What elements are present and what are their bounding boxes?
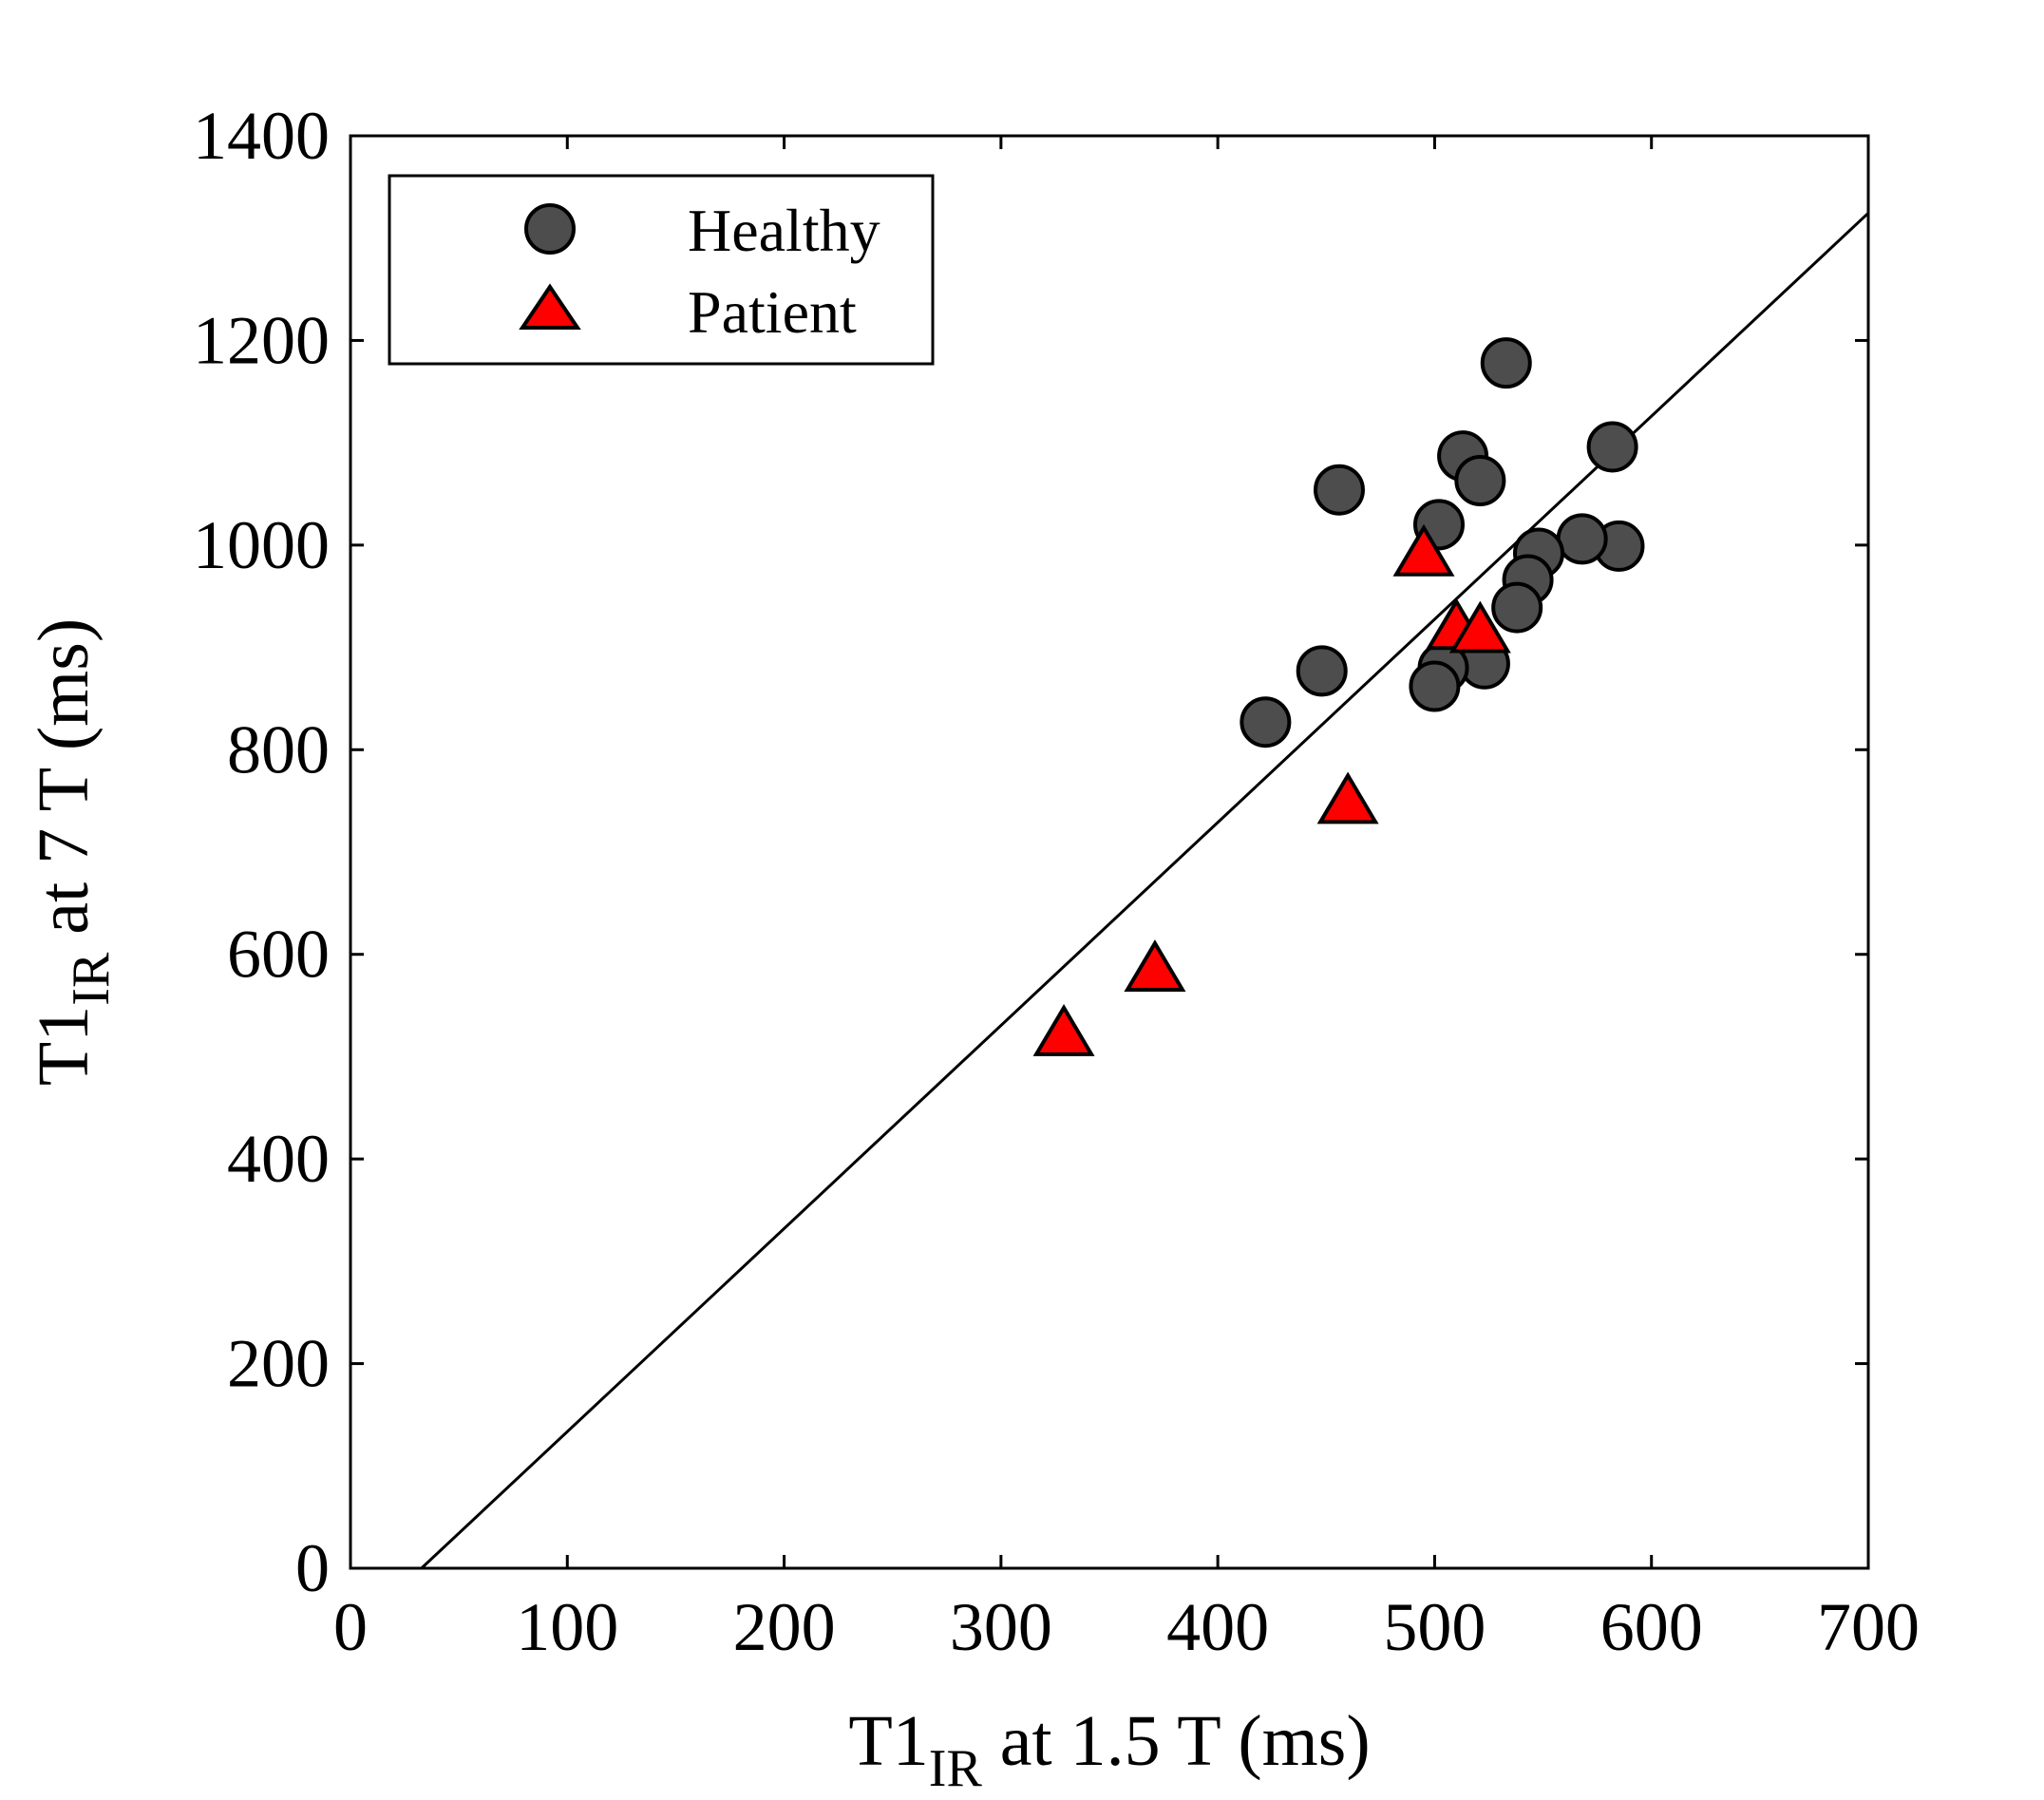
- healthy-point: [1454, 454, 1506, 506]
- y-tick-label: 400: [227, 1121, 330, 1197]
- healthy-point: [1480, 337, 1532, 389]
- x-axis-label: T1IR at 1.5 T (ms): [848, 1701, 1370, 1798]
- legend-healthy-label: Healthy: [688, 197, 880, 264]
- x-tick-label: 400: [1166, 1589, 1269, 1665]
- y-tick-label: 1200: [193, 302, 330, 378]
- y-tick-label: 600: [227, 917, 330, 993]
- patient-point: [1032, 1003, 1095, 1056]
- x-tick-label: 600: [1600, 1589, 1703, 1665]
- y-tick-label: 200: [227, 1326, 330, 1402]
- healthy-point: [1240, 696, 1292, 748]
- legend-patient-label: Patient: [688, 278, 857, 346]
- x-tick-label: 200: [733, 1589, 836, 1665]
- legend-patient-marker: [519, 283, 581, 330]
- x-tick-label: 100: [516, 1589, 618, 1665]
- healthy-point: [1586, 421, 1638, 473]
- axis-ticks: 0 100 200 300 400 500 600 700 0 200 400 600 800 1000 1…: [193, 98, 1920, 1665]
- fit-line: [420, 212, 1870, 1570]
- healthy-point: [1313, 464, 1365, 516]
- y-tick-label: 0: [295, 1530, 330, 1606]
- x-tick-label: 500: [1383, 1589, 1486, 1665]
- x-tick-label: 300: [950, 1589, 1052, 1665]
- y-tick-label: 1000: [193, 507, 330, 583]
- patient-point: [1448, 600, 1511, 654]
- legend-box: [388, 174, 935, 366]
- patient-point: [1316, 771, 1379, 824]
- x-tick-label: 700: [1817, 1589, 1920, 1665]
- plot-marks: [420, 212, 1870, 1570]
- legend: Healthy Patient: [388, 174, 935, 366]
- x-tick-label: 0: [333, 1589, 368, 1665]
- y-tick-label: 1400: [193, 98, 330, 174]
- healthy-point: [1296, 645, 1348, 697]
- y-tick-label: 800: [227, 711, 330, 787]
- legend-healthy-marker: [524, 203, 576, 255]
- patient-point: [1124, 939, 1186, 993]
- healthy-point: [1556, 513, 1608, 565]
- y-axis-label: T1IR at 7 T (ms): [24, 618, 121, 1086]
- healthy-point: [1409, 660, 1461, 712]
- healthy-point: [1491, 581, 1543, 634]
- plot-frame: [349, 134, 1870, 1570]
- patient-point: [1392, 523, 1455, 577]
